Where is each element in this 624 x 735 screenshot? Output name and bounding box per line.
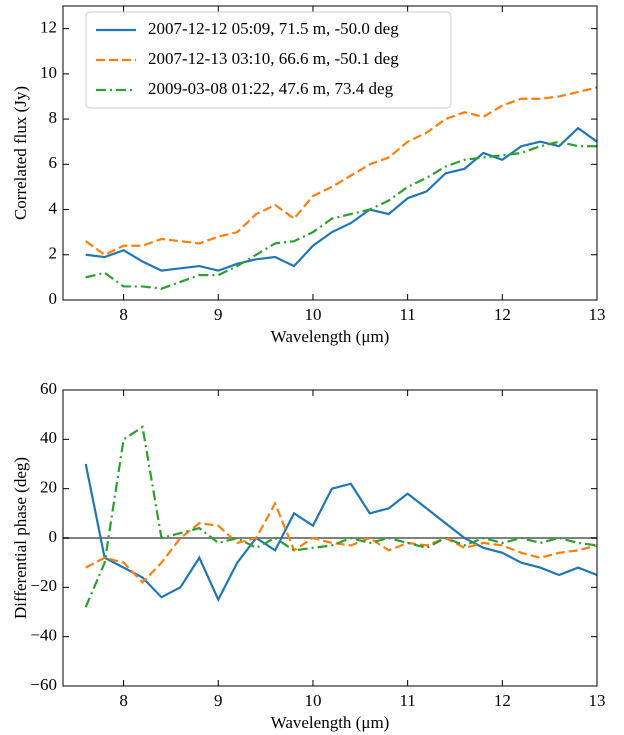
legend-label: 2007-12-12 05:09, 71.5 m, -50.0 deg [148,19,399,38]
y-tick-label: −40 [30,626,57,645]
y-tick-label: −60 [30,675,57,694]
y-tick-label: 10 [40,63,57,82]
x-axis-label: Wavelength (μm) [271,713,390,732]
x-tick-label: 11 [399,691,415,710]
x-axis-label: Wavelength (μm) [271,327,390,346]
y-tick-label: 40 [40,428,57,447]
data-line [84,463,598,603]
x-tick-label: 12 [494,691,511,710]
x-tick-label: 12 [494,305,511,324]
data-line [85,140,597,290]
subplot: 8 9 10 11 12 13 0 2 4 6 8 10 12 Wavelength (μm) Correl… [11,5,606,346]
x-tick-label: 13 [589,305,606,324]
x-tick-label: 8 [119,305,128,324]
y-tick-label: −20 [30,576,57,595]
x-tick-label: 9 [214,691,223,710]
data-line [85,500,598,584]
subplot: 8 9 10 11 12 13 −60 −40 −20 0 20 40 60 Wavelength (μm… [11,379,606,732]
y-axis-label: Correlated flux (Jy) [11,86,30,220]
x-tick-label: 9 [214,305,223,324]
y-tick-label: 8 [49,108,58,127]
data-line [85,126,598,272]
legend-label: 2009-03-08 01:22, 47.6 m, 73.4 deg [148,79,394,98]
y-tick-label: 2 [49,244,58,263]
y-tick-label: 4 [49,198,58,217]
y-tick-label: 0 [49,289,58,308]
y-tick-label: 12 [40,18,57,37]
y-tick-label: 6 [49,153,58,172]
legend: 2007-12-12 05:09, 71.5 m, -50.0 deg 2007-… [85,11,452,109]
x-tick-label: 8 [119,691,128,710]
plot-frame [62,5,598,301]
x-tick-label: 10 [304,305,321,324]
data-line [85,86,598,257]
y-tick-label: 0 [49,527,58,546]
legend-label: 2007-12-13 03:10, 66.6 m, -50.1 deg [148,49,399,68]
x-tick-label: 11 [399,305,415,324]
legend-box [85,11,452,109]
y-tick-label: 20 [40,478,57,497]
y-axis-label: Differential phase (deg) [11,457,30,619]
x-tick-label: 13 [589,691,606,710]
y-tick-label: 60 [40,379,57,398]
x-tick-label: 10 [304,691,321,710]
data-line [84,425,598,608]
